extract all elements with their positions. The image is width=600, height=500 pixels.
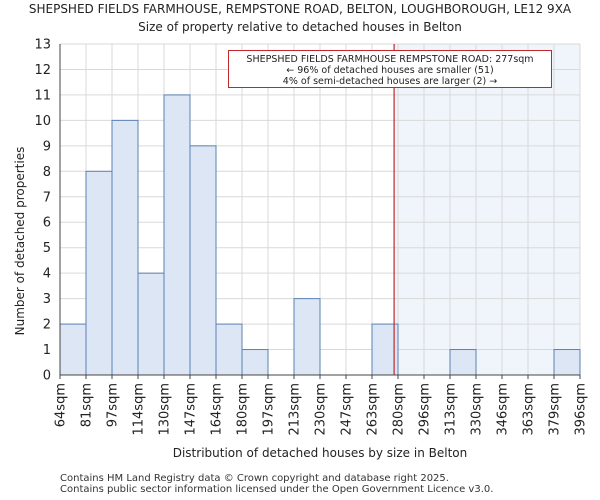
annotation-line-3: 4% of semi-detached houses are larger (2…: [282, 76, 498, 87]
annotation-line-1: SHEPSHED FIELDS FARMHOUSE REMPSTONE ROAD…: [246, 54, 534, 65]
y-tick-label: 8: [43, 165, 51, 180]
x-tick-label: 313sqm: [444, 383, 459, 436]
x-tick-label: 213sqm: [288, 383, 303, 436]
y-tick-label: 7: [43, 190, 51, 205]
x-tick-label: 197sqm: [262, 383, 277, 436]
y-tick-label: 3: [43, 292, 51, 307]
x-tick-label: 130sqm: [158, 383, 173, 436]
x-tick-label: 330sqm: [470, 383, 485, 436]
histogram-bar: [241, 349, 269, 376]
y-tick-label: 11: [34, 88, 51, 103]
histogram-bar: [137, 272, 165, 376]
y-tick-label: 1: [43, 343, 51, 358]
histogram-bar: [163, 94, 191, 376]
annotation-line-2: ← 96% of detached houses are smaller (51…: [286, 65, 494, 76]
x-tick-label: 81sqm: [80, 383, 95, 427]
histogram-bar: [553, 349, 581, 376]
histogram-bar: [59, 323, 87, 376]
histogram-bar: [449, 349, 477, 376]
x-tick-label: 180sqm: [236, 383, 251, 436]
chart-title: Size of property relative to detached ho…: [138, 20, 462, 34]
y-tick-label: 12: [34, 63, 51, 78]
x-tick-label: 230sqm: [314, 383, 329, 436]
histogram-bar: [293, 298, 321, 376]
x-tick-label: 247sqm: [340, 383, 355, 436]
x-tick-label: 114sqm: [132, 383, 147, 436]
x-tick-label: 346sqm: [496, 383, 511, 436]
histogram-bar: [85, 170, 113, 376]
y-tick-label: 0: [43, 369, 51, 384]
x-tick-label: 164sqm: [210, 383, 225, 436]
x-tick-label: 64sqm: [54, 383, 69, 427]
y-tick-label: 6: [43, 216, 51, 231]
x-tick-label: 147sqm: [184, 383, 199, 436]
x-tick-label: 97sqm: [106, 383, 121, 427]
chart-title-address: SHEPSHED FIELDS FARMHOUSE, REMPSTONE ROA…: [28, 2, 572, 16]
x-axis-label: Distribution of detached houses by size …: [172, 446, 468, 460]
x-tick-label: 263sqm: [366, 383, 381, 436]
footer-licence: Contains public sector information licen…: [60, 484, 494, 495]
x-tick-label: 363sqm: [522, 383, 537, 436]
footer-copyright: Contains HM Land Registry data © Crown c…: [60, 473, 449, 484]
y-axis-label: Number of detached properties: [13, 146, 27, 336]
y-tick-label: 2: [43, 318, 51, 333]
larger-region-shade: [394, 44, 580, 375]
y-tick-label: 5: [43, 241, 51, 256]
y-tick-label: 10: [34, 114, 51, 129]
x-tick-label: 280sqm: [392, 383, 407, 436]
annotation-box: SHEPSHED FIELDS FARMHOUSE REMPSTONE ROAD…: [228, 50, 552, 88]
x-tick-label: 396sqm: [574, 383, 589, 436]
x-tick-label: 296sqm: [418, 383, 433, 436]
x-tick-label: 379sqm: [548, 383, 563, 436]
histogram-bar: [189, 145, 217, 376]
y-tick-label: 9: [43, 139, 51, 154]
histogram-bar: [215, 323, 243, 376]
histogram-bar: [111, 119, 139, 376]
y-tick-label: 4: [43, 267, 51, 282]
y-tick-label: 13: [34, 38, 51, 53]
